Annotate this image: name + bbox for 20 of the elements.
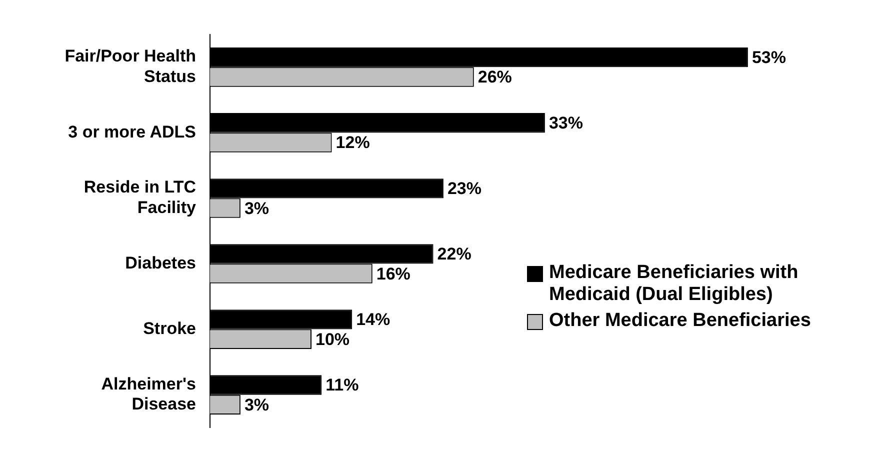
y-tick-label: Diabetes — [125, 253, 196, 272]
data-label: 10% — [316, 330, 350, 349]
data-label: 53% — [752, 48, 786, 68]
y-tick-label: Alzheimer's Disease — [101, 374, 196, 414]
y-tick-label: 3 or more ADLS — [68, 122, 196, 142]
y-tick-label: Fair/Poor Health Status — [64, 46, 196, 86]
data-label: 12% — [336, 133, 370, 152]
data-label: 3% — [244, 198, 270, 218]
data-label: 22% — [437, 244, 472, 264]
data-label: 23% — [447, 179, 482, 198]
legend-label: Medicare Beneficiaries with Medicaid (Dual Eligibles) — [549, 262, 800, 306]
data-label: 14% — [356, 310, 390, 330]
data-label: 16% — [376, 264, 410, 284]
data-label: 26% — [478, 68, 512, 87]
y-tick-label: Reside in LTC Facility — [84, 178, 197, 218]
data-label: 3% — [244, 395, 270, 414]
data-label: 33% — [548, 114, 583, 133]
y-tick-label: Stroke — [143, 318, 196, 338]
data-label: 11% — [326, 376, 359, 395]
legend-label: Other Medicare Beneficiaries — [549, 310, 811, 332]
